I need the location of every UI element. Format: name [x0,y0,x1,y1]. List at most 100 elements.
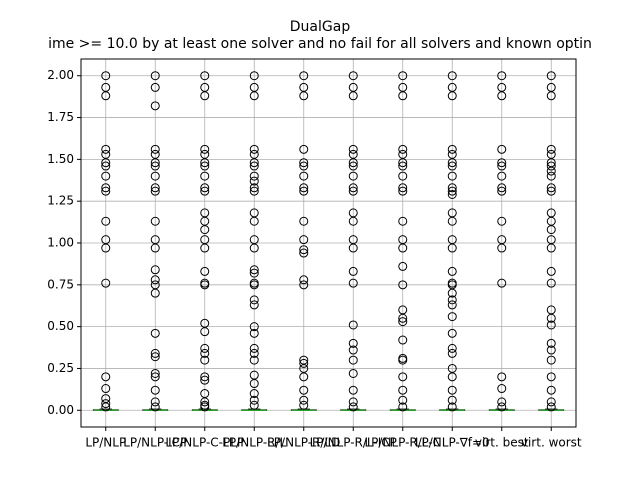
outlier [447,158,457,168]
outlier [447,343,457,353]
outlier [348,345,358,355]
outlier [546,91,556,101]
outlier [249,144,259,154]
outlier [497,243,507,253]
outlier [398,280,408,290]
outlier [348,144,358,154]
outlier [200,327,210,337]
outlier [299,158,309,168]
outlier [299,385,309,395]
outlier [398,71,408,81]
outlier [150,216,160,226]
outlier [249,295,259,305]
outlier [348,71,358,81]
outlier [101,278,111,288]
x-tick-label: LP/NLP-R/L-C [365,436,442,450]
x-tick-label: LP/NLP-∇f=0 [415,436,490,450]
outlier [546,338,556,348]
outlier [348,243,358,253]
outlier [447,171,457,181]
outlier [200,266,210,276]
outlier [447,183,457,193]
outlier [249,158,259,168]
outlier [299,358,309,368]
outlier [249,176,259,186]
outlier [497,183,507,193]
outlier [497,372,507,382]
outlier [398,161,408,171]
outlier [249,395,259,405]
outlier [398,91,408,101]
outlier [546,372,556,382]
outlier [398,395,408,405]
chart-title: DualGap [290,19,351,35]
outlier [200,280,210,290]
outlier [348,161,358,171]
outlier [348,171,358,181]
outlier [200,348,210,358]
outlier [398,171,408,181]
outlier [101,71,111,81]
outlier [150,82,160,92]
y-tick-label: 0.00 [47,403,74,417]
outlier [150,243,160,253]
outlier [150,288,160,298]
outlier [200,71,210,81]
outlier [398,216,408,226]
outlier [398,313,408,323]
x-tick-label: LP/NLP-R/L-ICP [310,436,397,450]
outlier [150,348,160,358]
x-tick-label: LP/NLP-R/LD [267,436,340,450]
outlier [299,171,309,181]
outlier [398,186,408,196]
outlier [249,71,259,81]
outlier [249,171,259,181]
outlier [150,186,160,196]
outlier [200,372,210,382]
outlier [200,243,210,253]
outlier [546,166,556,176]
outlier [447,71,457,81]
outlier [447,385,457,395]
outlier [299,216,309,226]
outlier [546,385,556,395]
y-tick-label: 0.25 [47,361,74,375]
outlier [249,322,259,332]
outlier [447,395,457,405]
outlier [546,313,556,323]
outlier [546,402,556,412]
outlier [398,158,408,168]
outlier [101,216,111,226]
outlier [299,183,309,193]
outlier [398,335,408,345]
outlier [101,372,111,382]
outlier [348,183,358,193]
outlier [398,243,408,253]
outlier [447,266,457,276]
outlier [299,248,309,258]
outlier [497,216,507,226]
outlier [447,295,457,305]
outlier [150,402,160,412]
outlier [398,385,408,395]
outlier [299,395,309,405]
outlier [249,91,259,101]
outlier [249,268,259,278]
outlier [150,397,160,407]
outlier [200,397,210,407]
outlier [200,183,210,193]
outlier [497,397,507,407]
outlier [249,300,259,310]
outlier [348,338,358,348]
outlier [249,265,259,275]
outlier [150,161,160,171]
outlier [150,144,160,154]
outlier [546,171,556,181]
outlier [150,265,160,275]
outlier [348,355,358,365]
outlier [447,372,457,382]
outlier [546,278,556,288]
y-tick-label: 0.75 [47,277,74,291]
outlier [150,352,160,362]
